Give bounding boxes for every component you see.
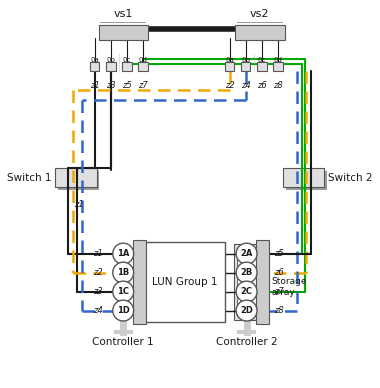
Text: z6: z6 [257, 81, 267, 90]
Text: z8: z8 [274, 306, 284, 315]
Text: z2: z2 [93, 268, 103, 277]
Text: z5: z5 [122, 81, 132, 90]
Text: 2A: 2A [241, 249, 253, 258]
FancyBboxPatch shape [138, 62, 148, 71]
Circle shape [236, 243, 257, 264]
Circle shape [113, 281, 134, 302]
FancyBboxPatch shape [90, 62, 100, 71]
Text: Switch 1: Switch 1 [6, 173, 51, 183]
Text: z5: z5 [274, 249, 284, 258]
Text: 1C: 1C [117, 287, 129, 296]
Text: Controller 1: Controller 1 [92, 337, 154, 347]
Circle shape [236, 262, 257, 283]
Text: 0d: 0d [274, 57, 282, 63]
Text: Storage
array: Storage array [271, 277, 307, 296]
Text: z1: z1 [90, 81, 100, 90]
Text: 0a: 0a [225, 57, 234, 63]
Text: z7: z7 [274, 287, 284, 296]
Text: 1B: 1B [117, 268, 129, 277]
Text: LUN Group 1: LUN Group 1 [152, 277, 218, 287]
Text: Switch 2: Switch 2 [328, 173, 373, 183]
FancyBboxPatch shape [145, 242, 225, 322]
FancyBboxPatch shape [241, 62, 250, 71]
Text: z4: z4 [241, 81, 250, 90]
FancyBboxPatch shape [122, 62, 132, 71]
FancyBboxPatch shape [55, 168, 97, 187]
Text: vs2: vs2 [250, 9, 270, 19]
FancyBboxPatch shape [237, 248, 256, 316]
Text: z4: z4 [93, 306, 103, 315]
FancyBboxPatch shape [256, 240, 269, 324]
Text: 1D: 1D [117, 306, 130, 315]
FancyBboxPatch shape [58, 171, 100, 190]
Text: 2B: 2B [241, 268, 253, 277]
FancyBboxPatch shape [285, 171, 327, 190]
Text: 0b: 0b [241, 57, 250, 63]
Text: z1: z1 [93, 249, 103, 258]
FancyBboxPatch shape [273, 62, 283, 71]
FancyBboxPatch shape [98, 25, 148, 40]
FancyBboxPatch shape [257, 62, 266, 71]
FancyBboxPatch shape [234, 244, 259, 320]
FancyBboxPatch shape [283, 168, 325, 187]
Circle shape [113, 262, 134, 283]
Circle shape [236, 300, 257, 321]
Text: z1: z1 [74, 200, 84, 209]
Circle shape [113, 243, 134, 264]
Text: z2: z2 [225, 81, 234, 90]
Text: z7: z7 [138, 81, 148, 90]
Circle shape [113, 300, 134, 321]
Text: z6: z6 [274, 268, 284, 277]
Text: 2C: 2C [241, 287, 253, 296]
Text: z8: z8 [273, 81, 283, 90]
Text: 0c: 0c [123, 57, 131, 63]
Text: vs1: vs1 [114, 9, 133, 19]
FancyBboxPatch shape [133, 240, 146, 324]
Text: 0c: 0c [258, 57, 266, 63]
FancyBboxPatch shape [235, 25, 285, 40]
Text: z3: z3 [106, 81, 116, 90]
Text: 0d: 0d [139, 57, 147, 63]
Text: 2D: 2D [240, 306, 253, 315]
Text: Controller 2: Controller 2 [216, 337, 277, 347]
Text: z3: z3 [93, 287, 103, 296]
Text: 0a: 0a [90, 57, 99, 63]
Circle shape [236, 281, 257, 302]
Text: 1A: 1A [117, 249, 130, 258]
Text: 0b: 0b [106, 57, 115, 63]
FancyBboxPatch shape [225, 62, 234, 71]
FancyBboxPatch shape [106, 62, 116, 71]
